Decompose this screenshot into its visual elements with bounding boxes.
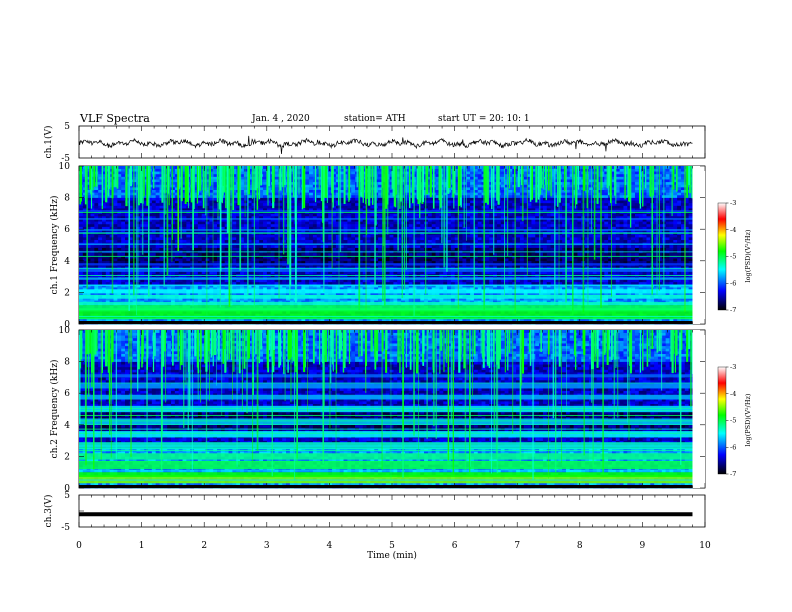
ch1-waveform-line	[78, 135, 693, 155]
chart-title: VLF Spectra	[80, 112, 150, 125]
y-tick-label: 6	[64, 389, 70, 399]
colorbar-tick-label: -5	[730, 417, 736, 425]
y-tick-label: 0	[64, 320, 70, 330]
ch1-waveform-trace	[78, 135, 693, 155]
y-tick-label: -5	[61, 523, 70, 533]
colorbar-tick-label: -5	[730, 253, 736, 261]
colorbar-tick-label: -3	[730, 363, 736, 371]
station-label: station= ATH	[344, 114, 406, 124]
y-tick-label: 2	[64, 288, 70, 298]
x-tick-label: 8	[577, 541, 583, 551]
y-tick-label: -5	[61, 154, 70, 164]
y-tick-label: 10	[59, 326, 71, 336]
y-tick-label: 6	[64, 225, 70, 235]
x-tick-label: 10	[699, 541, 711, 551]
ch2-colorbar-label: log(PSD)(V²/Hz)	[744, 393, 752, 446]
ch1-spectrogram	[79, 166, 705, 325]
x-axis-label: Time (min)	[367, 550, 417, 561]
x-tick-label: 7	[514, 541, 520, 551]
x-tick-label: 3	[264, 541, 270, 551]
colorbar-tick-label: -4	[730, 390, 736, 398]
y-tick-label: 2	[64, 452, 70, 462]
colorbar-ticks: -3 -4 -5 -6 -7 -3 -4 -5 -6 -7	[726, 199, 736, 478]
ch1-colorbar-label: log(PSD)(V²/Hz)	[744, 229, 752, 282]
colorbar-tick-label: -6	[730, 443, 736, 451]
x-tick-label: 9	[640, 541, 646, 551]
y-tick-label: 4	[64, 257, 70, 267]
ch1-waveform-ylabel: ch.1(V)	[43, 126, 54, 159]
y-tick-label: 8	[64, 358, 70, 368]
x-tick-label: 4	[327, 541, 333, 551]
ch3-waveform-frame	[78, 494, 706, 528]
x-tick-label: 0	[76, 541, 82, 551]
colorbar-tick-label: -7	[730, 306, 736, 314]
ch3-waveform-ylabel: ch.3(V)	[43, 495, 54, 528]
y-tick-label: 4	[64, 421, 70, 431]
x-tick-label: 2	[201, 541, 207, 551]
ch1-spectrogram-ylabel: ch.1 Frequency (kHz)	[49, 196, 60, 295]
colorbar-tick-label: -3	[730, 199, 736, 207]
x-tick-label: 1	[139, 541, 145, 551]
ch2-spectrogram	[79, 330, 705, 489]
y-tick-label: 8	[64, 194, 70, 204]
ch2-spectrogram-ylabel: ch.2 Frequency (kHz)	[49, 360, 60, 459]
y-tick-label: 10	[59, 162, 71, 172]
x-tick-label: 5	[389, 541, 395, 551]
y-tick-label: 5	[64, 491, 70, 501]
colorbar-tick-label: -4	[730, 226, 736, 234]
ch2-colorbar-gradient	[717, 366, 727, 475]
colorbar-tick-label: -6	[730, 279, 736, 287]
ch1-colorbar-gradient	[717, 202, 727, 311]
date-label: Jan. 4 , 2020	[252, 114, 310, 124]
start-ut-label: start UT = 20: 10: 1	[438, 114, 530, 124]
y-tick-label: 5	[64, 122, 70, 132]
colorbar-tick-label: -7	[730, 470, 736, 478]
x-tick-label: 6	[452, 541, 458, 551]
y-tick-label: 0	[64, 484, 70, 494]
